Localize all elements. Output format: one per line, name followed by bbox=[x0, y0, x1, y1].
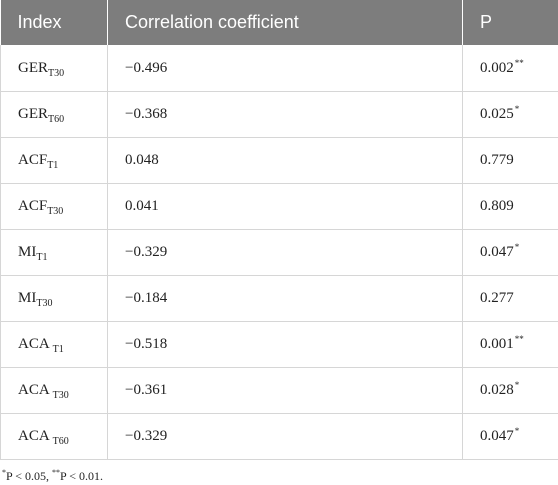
p-cell: 0.025* bbox=[462, 91, 558, 138]
index-base: GER bbox=[18, 106, 48, 122]
significance-mark: * bbox=[514, 380, 520, 390]
table-footnote: *P < 0.05, **P < 0.01. bbox=[2, 469, 103, 484]
significance-mark: * bbox=[514, 242, 520, 252]
table-row: ACFT30 0.041 0.809 bbox=[0, 183, 558, 230]
index-subscript: T1 bbox=[52, 344, 64, 355]
p-value: 0.809 bbox=[480, 198, 514, 214]
table-row: ACFT1 0.048 0.779 bbox=[0, 137, 558, 184]
header-correlation: Correlation coefficient bbox=[107, 0, 463, 45]
p-value: 0.277 bbox=[480, 290, 514, 306]
p-cell: 0.047* bbox=[462, 413, 558, 460]
index-cell: MIT30 bbox=[0, 275, 108, 322]
index-subscript: T30 bbox=[36, 298, 53, 309]
significance-mark: * bbox=[514, 426, 520, 436]
coefficient-cell: −0.329 bbox=[107, 413, 463, 460]
index-base: ACA bbox=[18, 382, 53, 398]
index-base: MI bbox=[18, 244, 37, 260]
significance-mark: ** bbox=[514, 57, 524, 68]
coefficient-cell: −0.361 bbox=[107, 367, 463, 414]
table-header: Index Correlation coefficient P bbox=[0, 0, 558, 45]
index-cell: MIT1 bbox=[0, 229, 108, 276]
significance-mark: * bbox=[514, 104, 520, 114]
index-subscript: T30 bbox=[48, 67, 65, 79]
p-value: 0.002 bbox=[480, 59, 514, 76]
table-body: GERT30 −0.496 0.002** GERT60 −0.368 0.02… bbox=[0, 45, 558, 460]
p-value: 0.028 bbox=[480, 382, 514, 398]
coefficient-cell: 0.041 bbox=[107, 183, 463, 230]
p-cell: 0.047* bbox=[462, 229, 558, 276]
index-cell: ACA T1 bbox=[0, 321, 108, 368]
correlation-table: Index Correlation coefficient P GERT30 −… bbox=[0, 0, 558, 460]
footnote-mark-single: * bbox=[2, 468, 6, 477]
p-cell: 0.028* bbox=[462, 367, 558, 414]
index-base: GER bbox=[18, 59, 48, 76]
table-row: MIT30 −0.184 0.277 bbox=[0, 275, 558, 322]
index-cell: ACA T60 bbox=[0, 413, 108, 460]
coefficient-cell: −0.496 bbox=[107, 45, 463, 92]
table-row: ACA T1 −0.518 0.001** bbox=[0, 321, 558, 368]
coefficient-cell: −0.329 bbox=[107, 229, 463, 276]
header-index: Index bbox=[0, 0, 108, 45]
index-cell: GERT60 bbox=[0, 91, 108, 138]
footnote-text-double: P < 0.01. bbox=[60, 469, 103, 483]
index-subscript: T60 bbox=[48, 114, 65, 125]
index-cell: ACFT1 bbox=[0, 137, 108, 184]
table-row: GERT30 −0.496 0.002** bbox=[0, 45, 558, 92]
p-value: 0.001 bbox=[480, 336, 514, 352]
footnote-mark-double: ** bbox=[52, 468, 60, 477]
index-base: ACF bbox=[18, 152, 48, 168]
coefficient-cell: −0.184 bbox=[107, 275, 463, 322]
p-cell: 0.277 bbox=[462, 275, 558, 322]
coefficient-cell: −0.368 bbox=[107, 91, 463, 138]
table-row: ACA T30 −0.361 0.028* bbox=[0, 367, 558, 414]
p-value: 0.025 bbox=[480, 106, 514, 122]
index-subscript: T1 bbox=[36, 252, 48, 263]
table-row: GERT60 −0.368 0.025* bbox=[0, 91, 558, 138]
p-cell: 0.779 bbox=[462, 137, 558, 184]
index-base: MI bbox=[18, 290, 37, 306]
index-subscript: T1 bbox=[47, 160, 59, 171]
header-row: Index Correlation coefficient P bbox=[0, 0, 558, 45]
index-base: ACA bbox=[18, 428, 53, 444]
index-subscript: T60 bbox=[52, 436, 69, 447]
table-row: ACA T60 −0.329 0.047* bbox=[0, 413, 558, 460]
p-value: 0.047 bbox=[480, 244, 514, 260]
index-subscript: T30 bbox=[52, 390, 69, 401]
p-cell: 0.002** bbox=[462, 45, 558, 92]
p-cell: 0.809 bbox=[462, 183, 558, 230]
index-base: ACA bbox=[18, 336, 53, 352]
significance-mark: ** bbox=[514, 334, 524, 344]
p-value: 0.047 bbox=[480, 428, 514, 444]
coefficient-cell: −0.518 bbox=[107, 321, 463, 368]
index-cell: ACA T30 bbox=[0, 367, 108, 414]
index-cell: ACFT30 bbox=[0, 183, 108, 230]
header-p: P bbox=[462, 0, 558, 45]
index-base: ACF bbox=[18, 198, 48, 214]
footnote-text-single: P < 0.05, bbox=[6, 469, 52, 483]
table-row: MIT1 −0.329 0.047* bbox=[0, 229, 558, 276]
p-value: 0.779 bbox=[480, 152, 514, 168]
coefficient-cell: 0.048 bbox=[107, 137, 463, 184]
p-cell: 0.001** bbox=[462, 321, 558, 368]
index-subscript: T30 bbox=[47, 206, 64, 217]
index-cell: GERT30 bbox=[0, 45, 108, 92]
